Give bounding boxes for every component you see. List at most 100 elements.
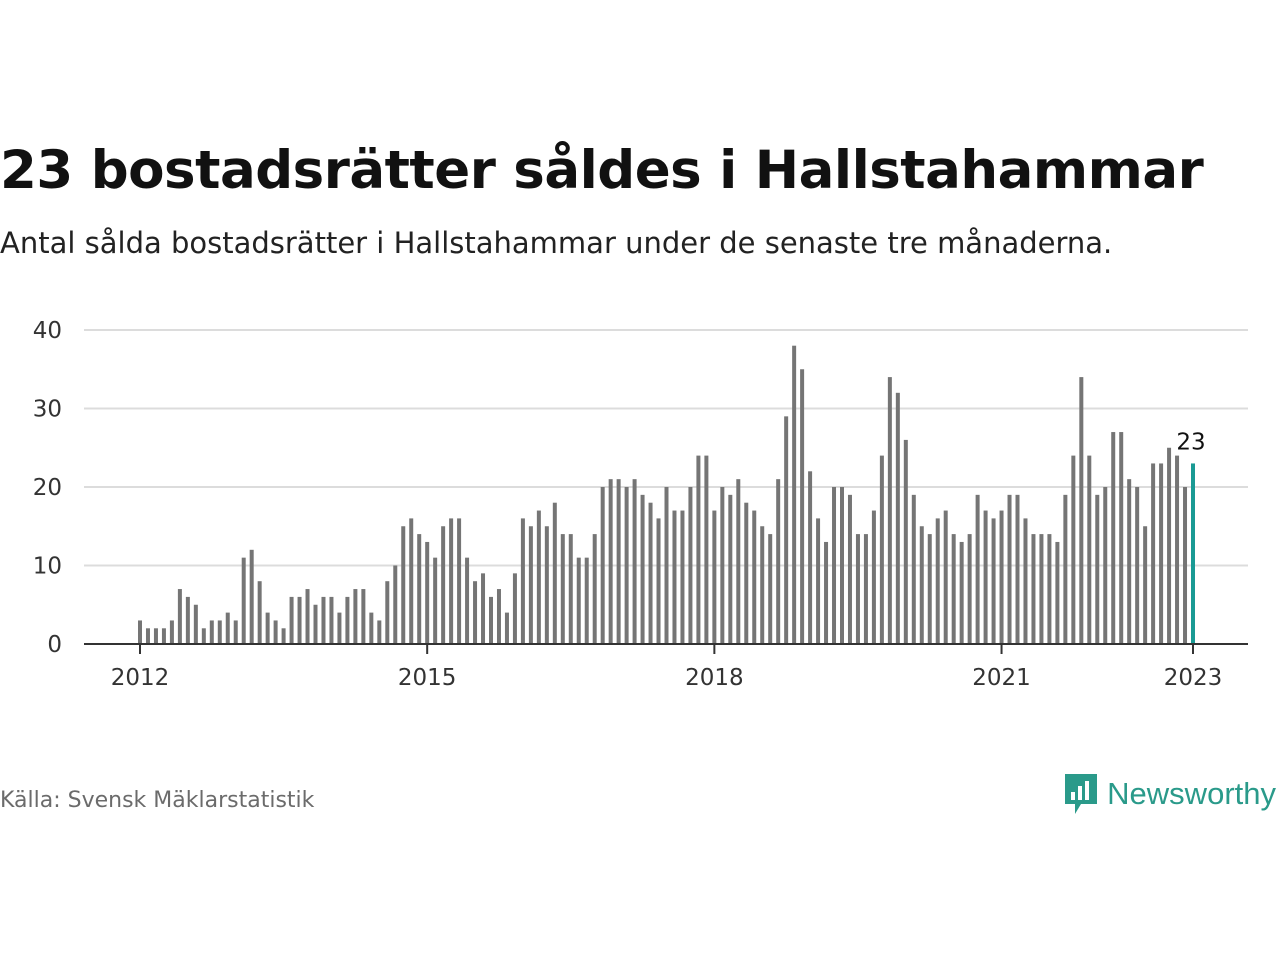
bar [816,518,821,644]
bar [768,534,773,644]
bar [528,526,533,644]
bar [1095,494,1100,644]
axes: 0 10 20 30 40 23 2012 2015 2018 2021 2023 [33,318,1248,691]
bar [903,439,908,644]
data-label-latest: 23 [1176,429,1205,455]
bar [177,589,182,644]
bar [712,510,717,644]
bars [138,345,1195,644]
bar [1167,447,1172,644]
bar [1023,518,1028,644]
bar [1007,494,1012,644]
bar [624,487,629,644]
bar [496,589,501,644]
bar [225,612,230,644]
bar [1103,487,1108,644]
bar [632,479,637,644]
bar [489,596,493,644]
bar [1183,487,1188,644]
bar [999,510,1004,644]
bar [329,596,334,644]
bar [161,628,166,644]
y-tick-label: 20 [33,475,62,501]
bar [847,494,852,644]
bar [576,557,581,644]
bar [855,534,860,644]
bar [385,581,390,644]
bar [608,479,613,644]
bar [321,596,326,644]
bar [257,581,262,644]
bar [704,455,709,644]
bar [800,369,805,644]
bar [361,589,366,644]
bar [664,487,669,644]
bar [824,541,829,644]
bar [544,526,549,644]
bar [840,487,844,644]
bar [473,581,478,644]
bar [672,510,677,644]
bar [895,392,900,644]
bar [592,534,597,644]
bar [1047,534,1052,644]
bar [552,502,557,644]
bar [784,416,789,644]
bar [568,534,573,644]
bar [401,526,406,644]
y-tick-label: 30 [33,397,62,423]
bar [648,502,653,644]
bar [409,518,414,644]
bar [1111,432,1116,644]
x-tick-label: 2015 [398,665,457,691]
bar [433,557,438,644]
bar [457,518,462,644]
bar [297,596,302,644]
bar [680,510,685,644]
bar [1127,479,1132,644]
bar [449,518,454,644]
bar [169,620,174,644]
bar [1079,377,1084,644]
bar [983,510,988,644]
newsworthy-logo-icon [1065,774,1098,814]
bar [1071,455,1076,644]
bar [943,510,948,644]
y-tick-label: 10 [33,554,62,580]
bar [808,471,813,644]
bar [656,518,661,644]
bar [1119,432,1124,644]
bar [935,518,940,644]
bar [481,573,486,644]
bar [337,612,342,644]
bar [959,541,964,644]
bar [138,620,142,644]
bar [640,494,645,644]
bar [209,620,214,644]
bar [871,510,876,644]
bar [560,534,565,644]
bar [536,510,541,644]
bar [512,573,517,644]
bar [417,534,422,644]
bar [153,628,158,644]
bar [792,345,797,644]
bar [504,612,509,644]
x-tick-label: 2018 [685,665,744,691]
bar [728,494,733,644]
bar [832,487,837,644]
bar [911,494,916,644]
bar [1031,534,1036,644]
bar [696,455,701,644]
bar [377,620,382,644]
chart-subtitle: Antal sålda bostadsrätter i Hallstahamma… [0,226,1113,260]
bar [736,479,741,644]
bar [520,518,525,644]
bar [425,541,430,644]
bar [887,377,892,644]
bar [975,494,980,644]
bar [991,518,996,644]
brand-logo: Newsworthy [1063,772,1276,816]
bar [1151,463,1156,644]
bar [313,604,318,644]
